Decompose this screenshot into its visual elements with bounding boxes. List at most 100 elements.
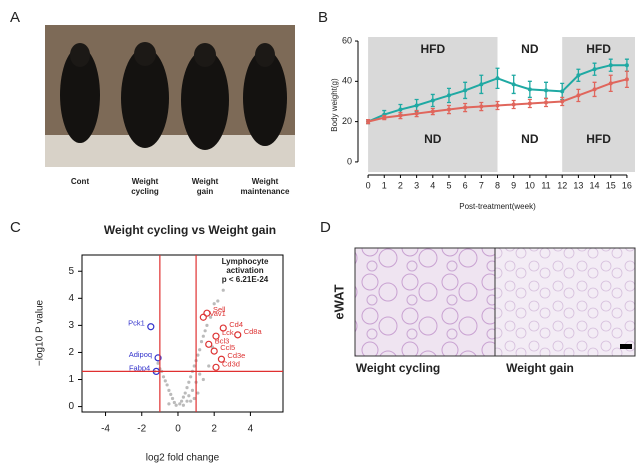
image-label: Weight cycling <box>356 361 440 375</box>
point-label: Lck <box>222 328 234 337</box>
phase-label: HFD <box>586 132 611 146</box>
highlight-point <box>212 332 220 340</box>
point <box>446 93 451 98</box>
chart-title: Weight cycling vs Weight gain <box>104 223 276 237</box>
point <box>463 105 468 110</box>
point-label: Adipoq <box>129 350 152 359</box>
point <box>592 87 597 92</box>
point <box>199 340 204 344</box>
point <box>446 107 451 112</box>
point <box>560 99 565 104</box>
x-tick-label: 14 <box>590 180 600 190</box>
photo-caption: cycling <box>131 187 159 196</box>
point <box>221 288 225 292</box>
point <box>192 364 196 368</box>
x-tick-label: 3 <box>414 180 419 190</box>
point <box>161 375 166 379</box>
point <box>398 107 403 112</box>
point <box>576 93 581 98</box>
point <box>189 399 193 403</box>
point-label: Fabp4 <box>129 363 150 372</box>
photo-caption: Cont <box>71 177 90 186</box>
point <box>414 111 419 116</box>
point <box>185 386 189 390</box>
point <box>544 88 549 93</box>
x-tick-label: 2 <box>211 424 217 435</box>
point <box>430 98 435 103</box>
y-tick-label: 1 <box>68 374 74 385</box>
point <box>196 391 200 395</box>
x-tick-label: 8 <box>495 180 500 190</box>
y-tick-label: 60 <box>342 35 352 45</box>
point <box>156 361 160 365</box>
photo-caption: Weight <box>252 177 279 186</box>
image-label: Weight gain <box>506 361 574 375</box>
point <box>382 115 387 120</box>
point-label: Cd4 <box>229 320 243 329</box>
point <box>174 403 178 407</box>
point <box>398 113 403 118</box>
x-axis-label: log2 fold change <box>146 453 220 464</box>
point <box>207 364 211 368</box>
point <box>201 377 205 382</box>
phase-label: ND <box>521 132 539 146</box>
point <box>203 329 207 333</box>
highlight-point <box>199 313 207 321</box>
x-tick-label: 12 <box>557 180 567 190</box>
y-axis-label: −log10 P value <box>35 299 46 366</box>
point <box>198 372 202 376</box>
point <box>479 104 484 109</box>
y-axis-label: Body weight(g) <box>330 78 339 132</box>
point <box>592 67 597 72</box>
x-tick-label: 7 <box>479 180 484 190</box>
photo-caption: gain <box>197 187 214 196</box>
x-tick-label: -2 <box>137 424 146 435</box>
x-tick-label: -4 <box>101 424 110 435</box>
point <box>167 388 171 392</box>
x-tick-label: 16 <box>622 180 632 190</box>
point <box>608 63 613 68</box>
point <box>179 399 184 403</box>
point <box>198 348 202 352</box>
highlight-point <box>234 331 242 339</box>
phase-band <box>562 37 635 172</box>
point <box>414 103 419 108</box>
point <box>544 100 549 105</box>
annotation: Lymphocyte <box>222 257 269 266</box>
point <box>608 81 613 86</box>
phase-label: HFD <box>420 42 445 56</box>
x-tick-label: 6 <box>463 180 468 190</box>
point <box>624 77 629 82</box>
highlight-point <box>212 363 220 371</box>
point <box>560 89 565 94</box>
x-tick-label: 10 <box>525 180 535 190</box>
x-tick-label: 1 <box>382 180 387 190</box>
point <box>527 101 532 106</box>
highlight-point <box>154 354 162 362</box>
highlight-point <box>219 324 227 332</box>
x-tick-label: 13 <box>573 180 583 190</box>
y-tick-label: 3 <box>68 320 74 331</box>
point-label: Cd3e <box>227 351 245 360</box>
point <box>201 334 205 338</box>
highlight-point <box>210 347 218 355</box>
point-label: Cd3d <box>222 359 240 368</box>
x-tick-label: 4 <box>430 180 435 190</box>
photo-caption: Weight <box>192 177 219 186</box>
phase-label: ND <box>424 132 442 146</box>
histology-images <box>354 247 636 357</box>
y-tick-label: 5 <box>68 266 74 277</box>
point <box>165 383 169 387</box>
y-tick-label: 0 <box>347 156 352 166</box>
point <box>167 402 171 406</box>
plot-frame <box>81 254 284 413</box>
x-tick-label: 4 <box>248 424 254 435</box>
point <box>495 103 500 108</box>
point <box>463 88 468 93</box>
x-tick-label: 5 <box>446 180 451 190</box>
point <box>187 394 191 398</box>
y-tick-label: 4 <box>68 293 74 304</box>
point <box>216 299 220 303</box>
